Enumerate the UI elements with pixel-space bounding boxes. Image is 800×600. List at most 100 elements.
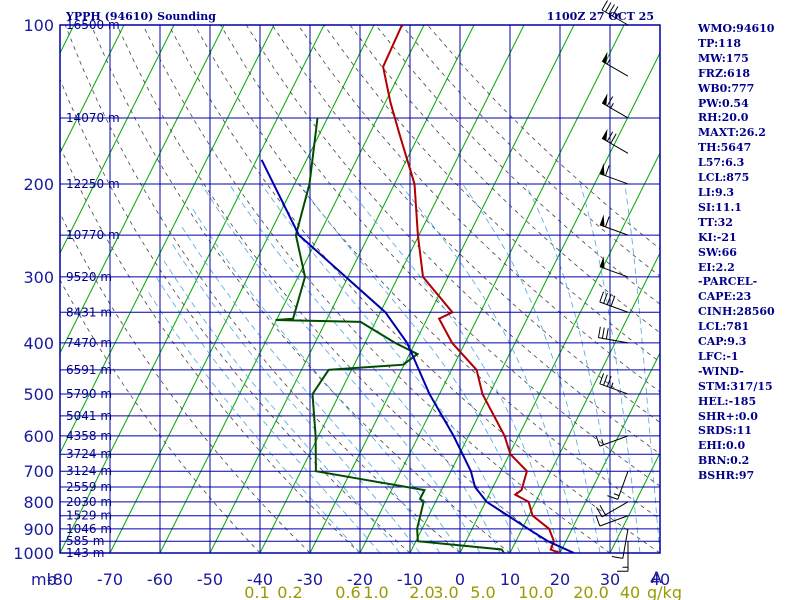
pressure-tick-label: 900: [23, 520, 54, 539]
stat-item: SW:66: [698, 245, 737, 259]
barb-half-flag: [610, 382, 614, 389]
stat-item: WMO:94610: [698, 22, 775, 35]
stat-item: TT:32: [698, 215, 733, 229]
mixing-ratio-label: 0.1: [244, 583, 269, 600]
height-label: 585 m: [66, 534, 104, 548]
height-label: 3124 m: [66, 464, 112, 478]
wind-barb: [596, 501, 629, 518]
sounding-indices-panel: WMO:94610 TP:118 MW:175 FRZ:618 WB0:777 PW:0.…: [698, 22, 798, 484]
barb-flag: [606, 96, 614, 107]
moist-adiabat-line: [228, 183, 501, 553]
barb-half-flag: [613, 493, 620, 497]
stat-item: TH:5647: [698, 141, 752, 155]
barb-flag: [599, 291, 605, 303]
height-label: 16500 m: [66, 18, 120, 32]
wind-barb: [601, 51, 629, 77]
temperature-tick-label: -60: [147, 570, 173, 589]
temperature-tick-label: -80: [47, 570, 73, 589]
temperature-trace: [382, 25, 561, 553]
stat-item: STM:317/15: [698, 379, 773, 393]
wind-barb: [601, 0, 629, 26]
pressure-tick-label: 200: [23, 175, 54, 194]
dry-adiabat-line: [116, 25, 561, 553]
isotherm-line: [0, 25, 24, 553]
mixing-ratio-label: 5.0: [470, 583, 495, 600]
temperature-tick-label: 40: [650, 570, 670, 589]
barb-flag: [599, 373, 605, 384]
isotherm-line: [159, 25, 425, 553]
moist-adiabat-line: [190, 205, 461, 553]
wind-barb: [597, 326, 629, 344]
barb-flag: [604, 165, 610, 176]
mixing-ratio-label: 0.2: [277, 583, 302, 600]
mixing-ratio-label: 40: [620, 583, 640, 600]
parcel-trace: [260, 159, 575, 553]
moist-adiabat-line: [579, 183, 641, 553]
height-label: 6591 m: [66, 363, 112, 377]
barb-staff: [599, 266, 629, 278]
moist-adiabat-line: [299, 183, 541, 553]
barb-flag: [610, 295, 616, 307]
stat-item: KI:-21: [698, 230, 737, 244]
height-label: 8431 m: [66, 305, 112, 319]
wind-barb: [607, 471, 629, 500]
temperature-tick-label: 10: [500, 570, 520, 589]
isotherm-line: [60, 25, 125, 155]
barb-flag: [603, 292, 608, 304]
isotherm-line: [60, 25, 175, 255]
temperature-tick-label: 0: [455, 570, 465, 589]
barb-flag: [607, 495, 618, 500]
pressure-tick-label: 700: [23, 462, 54, 481]
stat-item: CINH:28560: [698, 305, 775, 319]
height-label: 3724 m: [66, 447, 112, 461]
barb-flag: [606, 376, 612, 387]
mixing-ratio-label: 1.0: [363, 583, 388, 600]
isotherm-line: [509, 251, 660, 553]
dewpoint-trace: [275, 117, 505, 553]
wind-barb: [601, 128, 629, 154]
mixing-ratio-unit: g/kg: [647, 583, 682, 600]
barb-half-flag: [610, 102, 614, 109]
stat-item: BSHR:97: [698, 469, 755, 483]
wind-barb: [617, 541, 629, 572]
barb-flag: [604, 216, 610, 228]
isotherm-line: [559, 351, 660, 553]
barb-flag: [610, 133, 617, 144]
isotherm-line: [60, 25, 225, 355]
height-label: 9520 m: [66, 270, 112, 284]
pressure-tick-label: 400: [23, 334, 54, 353]
wind-barbs: [595, 0, 629, 572]
barb-flag: [597, 326, 601, 338]
barb-flag: [599, 505, 606, 516]
barb-flag: [601, 327, 605, 339]
stat-item: FRZ:618: [698, 66, 751, 80]
height-label: 12250 m: [66, 177, 120, 191]
barb-pennant: [602, 93, 608, 106]
stat-item: LI:9.3: [698, 185, 735, 199]
wind-barb: [611, 528, 629, 559]
moist-adiabat-line: [163, 260, 401, 553]
barb-flag: [606, 131, 614, 142]
stat-item: -PARCEL-: [698, 275, 758, 289]
pressure-tick-label: 500: [23, 385, 54, 404]
plot-frame: [59, 24, 661, 554]
wind-barb: [599, 214, 629, 236]
isotherm-lines: [0, 25, 660, 553]
stat-item: HEL:-185: [698, 394, 757, 408]
height-label: 1529 m: [66, 509, 112, 523]
moist-adiabat-line: [260, 183, 521, 553]
stat-item: WB0:777: [698, 81, 755, 95]
barb-pennant: [599, 163, 605, 176]
barb-flag: [605, 328, 609, 340]
moist-adiabat-line: [462, 183, 601, 553]
barb-staff: [622, 528, 629, 559]
chart-title: YPPH (94610) Sounding: [65, 10, 216, 23]
moist-adiabat-line: [624, 183, 660, 553]
barb-pennant: [599, 256, 605, 269]
corner-label: A: [651, 568, 662, 587]
stat-item: MW:175: [698, 51, 749, 65]
barb-flag: [595, 435, 601, 447]
barb-staff: [599, 435, 629, 447]
wind-barb: [599, 373, 629, 395]
